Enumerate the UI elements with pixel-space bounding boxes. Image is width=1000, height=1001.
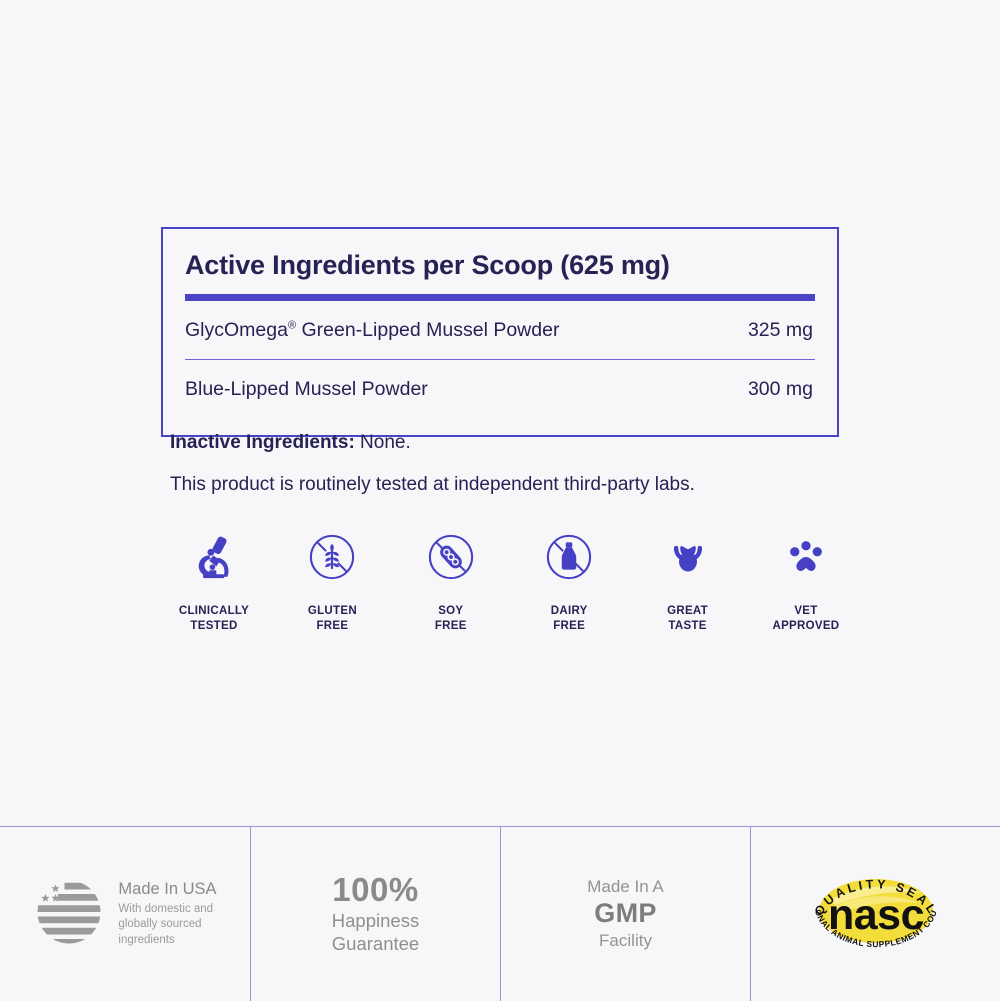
trust-badges-row: CLINICALLY TESTED GLUTEN FREE bbox=[160, 528, 860, 634]
no-dairy-icon bbox=[543, 528, 595, 586]
badge-label: DAIRY FREE bbox=[550, 605, 588, 633]
paw-icon bbox=[782, 528, 830, 586]
table-row: GlycOmega® Green-Lipped Mussel Powder 32… bbox=[185, 301, 815, 358]
made-in-usa-subtitle: With domestic and globally sourced ingre… bbox=[118, 902, 214, 946]
trust-cell-nasc-seal: QUALITY SEAL nasc NATIONAL ANIMAL SUPPLE… bbox=[750, 827, 1000, 1001]
ingredient-amount: 300 mg bbox=[747, 377, 813, 400]
gmp-label: GMP bbox=[594, 897, 657, 928]
inactive-ingredients-block: Inactive Ingredients: None. This product… bbox=[170, 432, 870, 497]
registered-trademark-icon: ® bbox=[287, 319, 297, 332]
badge-label: GLUTEN FREE bbox=[307, 605, 357, 633]
badge-label: VET APPROVED bbox=[772, 605, 840, 633]
tongue-icon bbox=[663, 528, 713, 586]
svg-text:nasc: nasc bbox=[827, 891, 923, 939]
happiness-line1: Happiness bbox=[331, 909, 420, 931]
gmp-line1: Made In A bbox=[587, 877, 664, 897]
active-ingredients-panel: Active Ingredients per Scoop (625 mg) Gl… bbox=[161, 227, 839, 438]
trust-bar: Made In USA With domestic and globally s… bbox=[0, 826, 1000, 1001]
table-row: Blue-Lipped Mussel Powder 300 mg bbox=[185, 358, 815, 417]
happiness-line2: Guarantee bbox=[331, 933, 420, 955]
badge-soy-free: SOY FREE bbox=[397, 528, 505, 634]
gmp-line3: Facility bbox=[599, 930, 652, 950]
inactive-ingredients-line: Inactive Ingredients: None. bbox=[170, 432, 870, 455]
page-title: Active Ingredients per Scoop (625 mg) bbox=[185, 250, 670, 280]
ingredients-box: Active Ingredients per Scoop (625 mg) Gl… bbox=[161, 227, 839, 438]
accent-bar bbox=[185, 294, 815, 302]
badge-label: CLINICALLY TESTED bbox=[178, 605, 250, 633]
ingredient-name-main: Blue-Lipped Mussel Powder bbox=[185, 377, 428, 400]
inactive-ingredients-label: Inactive Ingredients: bbox=[170, 432, 355, 453]
badge-label: GREAT TASTE bbox=[667, 605, 709, 633]
usa-flag-circle-icon bbox=[33, 876, 105, 953]
no-soy-icon bbox=[425, 528, 477, 586]
ingredient-name: Blue-Lipped Mussel Powder bbox=[185, 377, 428, 401]
ingredient-name-main: GlycOmega bbox=[185, 319, 288, 342]
made-in-usa-title: Made In USA bbox=[118, 879, 217, 898]
inactive-ingredients-value: None. bbox=[354, 432, 411, 453]
ingredient-amount: 325 mg bbox=[747, 319, 813, 342]
badge-clinically-tested: CLINICALLY TESTED bbox=[160, 528, 268, 634]
badge-label: SOY FREE bbox=[434, 605, 467, 633]
microscope-icon bbox=[189, 528, 239, 586]
ingredient-name: GlycOmega® Green-Lipped Mussel Powder bbox=[185, 318, 559, 342]
trust-cell-gmp-facility: Made In A GMP Facility bbox=[500, 827, 750, 1001]
nasc-quality-seal-icon: QUALITY SEAL nasc NATIONAL ANIMAL SUPPLE… bbox=[797, 851, 951, 969]
badge-gluten-free: GLUTEN FREE bbox=[278, 528, 386, 634]
third-party-testing-note: This product is routinely tested at inde… bbox=[170, 473, 695, 495]
ingredient-name-rest: Green-Lipped Mussel Powder bbox=[296, 319, 560, 342]
happiness-percent: 100% bbox=[332, 871, 419, 909]
badge-vet-approved: VET APPROVED bbox=[752, 528, 860, 634]
no-gluten-icon bbox=[306, 528, 358, 586]
trust-cell-happiness-guarantee: 100% Happiness Guarantee bbox=[250, 827, 500, 1001]
trust-cell-made-in-usa: Made In USA With domestic and globally s… bbox=[0, 827, 250, 1001]
badge-great-taste: GREAT TASTE bbox=[634, 528, 742, 634]
badge-dairy-free: DAIRY FREE bbox=[515, 528, 623, 634]
